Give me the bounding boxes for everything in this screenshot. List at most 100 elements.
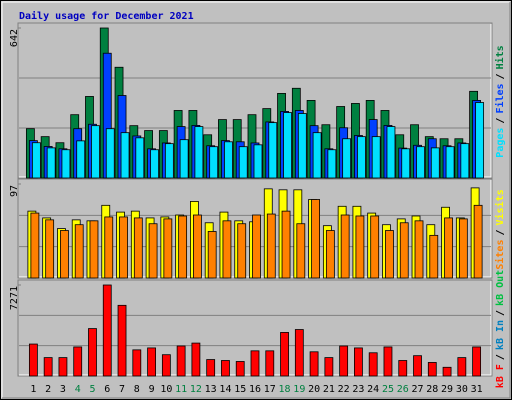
bar bbox=[445, 146, 455, 179]
x-tick-label: 9 bbox=[149, 384, 155, 395]
bar bbox=[357, 136, 366, 179]
bar bbox=[237, 223, 247, 279]
legend-separator: / bbox=[495, 354, 506, 360]
x-tick-label: 2 bbox=[45, 384, 51, 395]
x-tick-label: 12 bbox=[190, 384, 202, 395]
bar bbox=[135, 137, 145, 179]
bar bbox=[31, 142, 41, 179]
legend-entry: kB Out bbox=[495, 270, 506, 306]
x-tick-label: 3 bbox=[60, 384, 66, 395]
bar bbox=[414, 220, 424, 279]
x-tick-label: 13 bbox=[205, 384, 217, 395]
bar bbox=[383, 346, 393, 377]
bar bbox=[30, 212, 40, 279]
x-tick-label: 17 bbox=[264, 384, 276, 395]
x-tick-label: 5 bbox=[89, 384, 95, 395]
bar bbox=[194, 126, 204, 179]
bar bbox=[88, 328, 97, 377]
bar bbox=[386, 126, 396, 179]
bar bbox=[221, 360, 230, 377]
bar bbox=[442, 366, 452, 377]
x-tick-label: 11 bbox=[175, 384, 187, 395]
legend-separator: / bbox=[495, 229, 506, 235]
bar bbox=[76, 140, 86, 179]
bar bbox=[398, 360, 408, 377]
bar bbox=[102, 284, 112, 377]
bar bbox=[164, 143, 174, 179]
legend-separator: / bbox=[495, 118, 506, 124]
x-tick-label: 14 bbox=[219, 384, 231, 395]
bar bbox=[427, 362, 437, 377]
bar bbox=[133, 217, 143, 279]
x-tick-label: 29 bbox=[441, 384, 453, 395]
legend-separator: / bbox=[495, 310, 506, 316]
bar bbox=[401, 148, 411, 179]
bar bbox=[472, 346, 482, 377]
y-max-label: 642 bbox=[9, 29, 20, 47]
x-tick-label: 26 bbox=[397, 384, 409, 395]
bar bbox=[163, 218, 173, 279]
x-tick-label: 22 bbox=[338, 384, 350, 395]
legend-entry: Sites bbox=[494, 240, 506, 270]
x-tick-label: 20 bbox=[308, 384, 320, 395]
bar bbox=[309, 351, 319, 377]
bar bbox=[324, 357, 334, 377]
bar bbox=[89, 220, 99, 279]
bar bbox=[150, 149, 159, 179]
bar bbox=[238, 146, 248, 179]
bar bbox=[147, 347, 156, 377]
bar bbox=[430, 147, 440, 179]
x-tick-label: 7 bbox=[119, 384, 125, 395]
bar bbox=[104, 216, 114, 279]
panel-bevel bbox=[19, 281, 492, 376]
legend-entry: kB In bbox=[495, 320, 506, 350]
chart-title: Daily usage for December 2021 bbox=[19, 10, 194, 22]
bar bbox=[179, 139, 189, 179]
bar bbox=[28, 343, 38, 377]
bar bbox=[250, 350, 260, 377]
bar bbox=[312, 132, 322, 179]
bar bbox=[354, 347, 363, 377]
bar bbox=[206, 359, 216, 377]
bar bbox=[475, 102, 485, 179]
legend-entry: Files bbox=[494, 83, 506, 113]
bar bbox=[178, 215, 188, 279]
x-tick-label: 24 bbox=[367, 384, 379, 395]
bar bbox=[460, 143, 470, 179]
bar bbox=[413, 355, 422, 377]
bar bbox=[61, 149, 71, 179]
y-max-label: 7271 bbox=[9, 286, 20, 310]
bar bbox=[339, 345, 349, 377]
bar bbox=[296, 223, 306, 279]
bar bbox=[132, 349, 142, 377]
legend-entry: Visits bbox=[494, 189, 506, 225]
bar bbox=[193, 214, 202, 279]
bar bbox=[355, 215, 365, 279]
legend-separator: / bbox=[495, 73, 506, 79]
bar bbox=[74, 224, 84, 279]
bar bbox=[280, 332, 289, 377]
bar bbox=[325, 230, 335, 279]
x-tick-label: 31 bbox=[471, 384, 483, 395]
bar bbox=[385, 230, 394, 279]
bar bbox=[458, 218, 468, 279]
x-tick-label: 16 bbox=[249, 384, 261, 395]
bar bbox=[297, 113, 307, 179]
bar bbox=[294, 329, 304, 377]
bar bbox=[340, 214, 350, 279]
x-tick-label: 28 bbox=[426, 384, 438, 395]
bar bbox=[429, 234, 439, 279]
x-tick-label: 8 bbox=[134, 384, 140, 395]
series-legend: kB F / kB In / kB Out bbox=[495, 270, 506, 388]
bar bbox=[91, 125, 100, 179]
bar bbox=[191, 342, 201, 377]
bar bbox=[73, 346, 83, 377]
bar bbox=[444, 217, 453, 279]
bar bbox=[370, 215, 380, 279]
x-tick-label: 21 bbox=[323, 384, 335, 395]
bar bbox=[117, 304, 127, 377]
bar bbox=[43, 357, 53, 377]
